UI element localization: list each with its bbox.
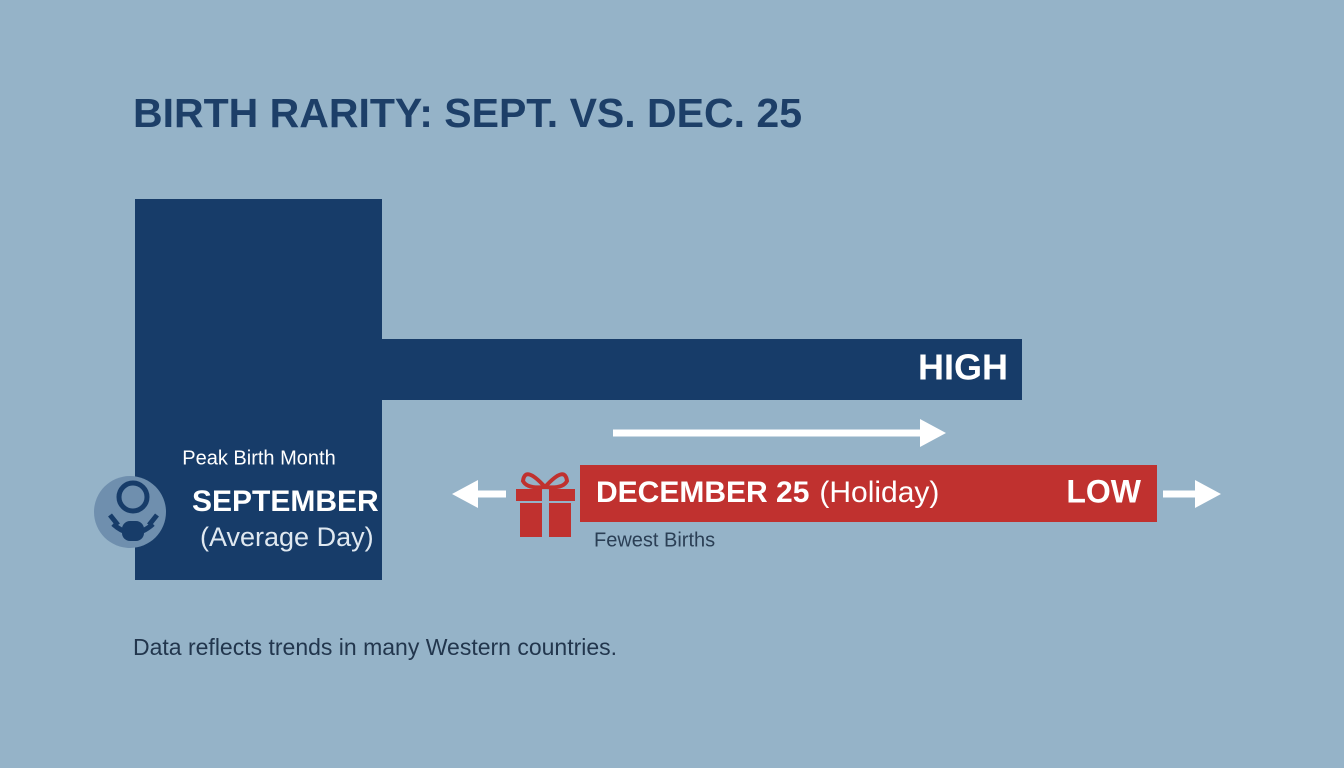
right-arrow (1163, 480, 1221, 508)
low-caption: Fewest Births (594, 529, 715, 551)
gift-icon (516, 472, 575, 537)
footnote: Data reflects trends in many Western cou… (133, 634, 617, 660)
high-label: HIGH (918, 347, 1008, 388)
title: BIRTH RARITY: SEPT. VS. DEC. 25 (133, 90, 802, 136)
september-caption: Peak Birth Month (182, 447, 335, 469)
right-arrow-top (613, 419, 946, 447)
september-note: (Average Day) (200, 522, 374, 552)
low-bar-label: DECEMBER 25 (596, 476, 809, 509)
high-bar (380, 339, 1022, 400)
baby-icon (94, 476, 166, 548)
september-block (135, 199, 382, 580)
low-bar-note: (Holiday) (819, 476, 939, 509)
low-bar (580, 465, 1157, 522)
september-label: SEPTEMBER (192, 485, 379, 518)
low-bar-text: DECEMBER 25 (Holiday) (596, 476, 939, 509)
low-label: LOW (1066, 473, 1141, 509)
left-arrow (452, 480, 506, 508)
